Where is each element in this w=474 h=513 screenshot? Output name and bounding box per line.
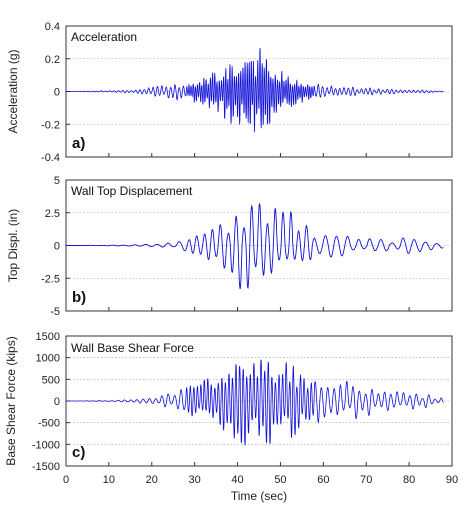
y-axis-label-acceleration: Acceleration (g) [6, 49, 20, 133]
y-tick-label: 0 [54, 87, 60, 99]
x-tick-label: 40 [231, 474, 243, 486]
x-tick-label: 30 [189, 474, 201, 486]
panel-label-a: a) [72, 135, 85, 152]
y-tick-label: -0.4 [41, 152, 60, 164]
panel-title-base-shear: Wall Base Shear Force [71, 341, 194, 355]
x-tick-label: 50 [274, 474, 286, 486]
y-tick-label: -1500 [32, 461, 60, 473]
y-axis-label-base-shear: Base Shear Force (kips) [4, 336, 18, 465]
y-tick-label: 0.4 [45, 21, 60, 33]
x-tick-label: 10 [103, 474, 115, 486]
series-acceleration [66, 47, 444, 133]
y-tick-label: 500 [42, 374, 60, 386]
y-tick-label: 0 [54, 241, 60, 253]
y-tick-label: -500 [38, 418, 60, 430]
panel-label-b: b) [72, 289, 86, 306]
y-tick-label: 0.2 [45, 54, 60, 66]
y-tick-label: -5 [50, 306, 60, 318]
series-displacement [66, 202, 444, 290]
y-axis-label-displacement: Top Displ. (in) [6, 209, 20, 282]
x-tick-label: 20 [146, 474, 158, 486]
x-tick-label: 0 [63, 474, 69, 486]
y-ticks-displacement: -5 -2.5 0 2.5 5 [41, 175, 453, 318]
panel-title-displacement: Wall Top Displacement [71, 184, 193, 198]
y-tick-label: 5 [54, 175, 60, 187]
x-axis-label: Time (sec) [231, 489, 287, 503]
x-tick-label: 70 [360, 474, 372, 486]
x-tick-label: 90 [446, 474, 458, 486]
x-ticks: 0 10 20 30 40 50 60 70 80 90 [63, 474, 458, 486]
y-tick-label: 0 [54, 396, 60, 408]
y-tick-label: 2.5 [45, 208, 60, 220]
x-tick-label: 60 [317, 474, 329, 486]
x-tick-label: 80 [403, 474, 415, 486]
y-tick-label: -2.5 [41, 273, 60, 285]
y-tick-label: -0.2 [41, 119, 60, 131]
panel-label-c: c) [72, 444, 85, 461]
panel-displacement: -5 -2.5 0 2.5 5 Wall Top Displacement b) Top… [6, 175, 453, 318]
panel-title-acceleration: Acceleration [71, 30, 137, 44]
y-tick-label: -1000 [32, 439, 60, 451]
y-tick-label: 1000 [36, 353, 60, 365]
y-tick-label: 1500 [36, 331, 60, 343]
series-base-shear [66, 359, 444, 446]
panel-acceleration: -0.4 -0.2 0 0.2 0.4 Acceleration a) Accelera… [6, 21, 453, 164]
y-ticks-base-shear: -1500 -1000 -500 0 500 1000 1500 [32, 331, 453, 473]
